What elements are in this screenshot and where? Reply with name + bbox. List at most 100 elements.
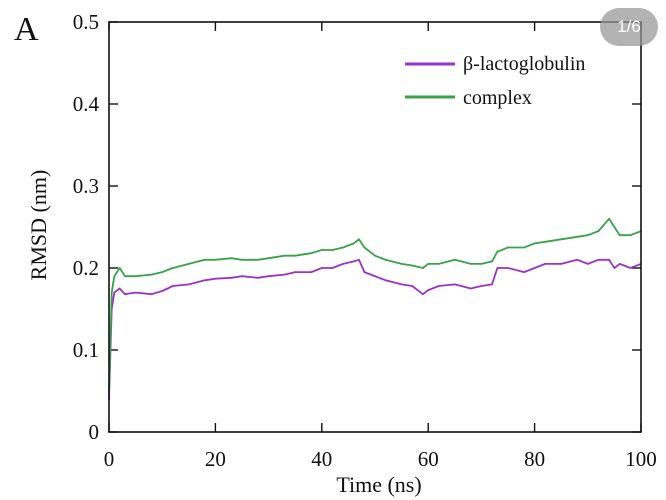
data-point-complex xyxy=(421,267,424,269)
data-point-complex xyxy=(491,260,493,263)
data-point-beta-lactoglobulin xyxy=(118,287,121,290)
data-point-beta-lactoglobulin xyxy=(507,267,509,269)
data-point-beta-lactoglobulin xyxy=(171,285,174,287)
data-point-beta-lactoglobulin xyxy=(586,263,589,265)
y-tick-label: 0.1 xyxy=(73,338,99,362)
data-point-beta-lactoglobulin xyxy=(576,258,579,261)
data-point-beta-lactoglobulin xyxy=(491,283,493,286)
data-point-complex xyxy=(320,249,323,251)
data-point-beta-lactoglobulin xyxy=(469,287,472,290)
data-point-complex xyxy=(411,264,414,267)
data-point-complex xyxy=(150,273,153,276)
data-point-beta-lactoglobulin xyxy=(533,267,536,269)
data-point-complex xyxy=(507,246,509,249)
data-point-complex xyxy=(469,263,472,265)
data-point-complex xyxy=(544,240,547,243)
data-point-complex xyxy=(257,258,259,261)
y-tick-label: 0.4 xyxy=(73,92,100,116)
plot-frame xyxy=(108,21,642,433)
data-point-complex xyxy=(267,257,270,260)
data-point-complex xyxy=(363,246,366,249)
data-point-complex xyxy=(427,263,430,265)
data-point-complex xyxy=(608,217,610,220)
data-point-complex xyxy=(203,258,206,261)
data-point-beta-lactoglobulin xyxy=(523,271,525,273)
legend: β-lactoglobulin complex xyxy=(405,53,585,109)
data-point-beta-lactoglobulin xyxy=(203,279,206,282)
data-point-beta-lactoglobulin xyxy=(342,263,344,265)
data-point-complex xyxy=(374,254,376,257)
panel-label: A xyxy=(14,11,39,48)
data-point-complex xyxy=(560,238,563,241)
y-tick-label: 0.2 xyxy=(73,256,99,280)
plot-series xyxy=(108,217,642,401)
data-point-beta-lactoglobulin xyxy=(363,271,366,273)
data-point-complex xyxy=(352,242,355,245)
data-point-complex xyxy=(586,234,589,237)
data-point-beta-lactoglobulin xyxy=(124,293,126,296)
data-point-complex xyxy=(331,249,334,251)
data-point-complex xyxy=(480,263,483,265)
data-point-complex xyxy=(384,258,387,261)
data-point-beta-lactoglobulin xyxy=(267,275,270,278)
data-point-complex xyxy=(437,263,440,265)
x-axis-label: Time (ns) xyxy=(336,472,421,497)
data-point-beta-lactoglobulin xyxy=(214,277,217,280)
x-tick-label: 60 xyxy=(418,447,439,471)
data-point-beta-lactoglobulin xyxy=(384,279,387,282)
axis-ticks: 0 20 40 60 80 100 0 0.1 0.2 0.3 0.4 0.5 xyxy=(73,10,657,471)
x-tick-label: 80 xyxy=(524,447,545,471)
data-point-complex xyxy=(358,238,360,241)
data-point-beta-lactoglobulin xyxy=(187,283,190,286)
legend-label-beta-lactoglobulin: β-lactoglobulin xyxy=(463,53,585,75)
data-point-beta-lactoglobulin xyxy=(613,267,616,269)
data-point-beta-lactoglobulin xyxy=(310,271,313,273)
data-point-complex xyxy=(241,258,243,261)
data-point-beta-lactoglobulin xyxy=(161,290,164,292)
data-point-beta-lactoglobulin xyxy=(400,283,403,286)
data-point-beta-lactoglobulin xyxy=(608,258,610,261)
data-point-beta-lactoglobulin xyxy=(113,291,116,294)
data-point-beta-lactoglobulin xyxy=(411,285,414,287)
data-point-beta-lactoglobulin xyxy=(453,283,456,286)
data-point-beta-lactoglobulin xyxy=(150,293,153,296)
series-line-beta-lactoglobulin xyxy=(108,258,642,400)
data-point-complex xyxy=(171,267,174,269)
data-point-beta-lactoglobulin xyxy=(597,258,600,261)
data-point-beta-lactoglobulin xyxy=(544,263,547,265)
data-point-complex xyxy=(134,275,137,278)
data-point-complex xyxy=(533,242,536,245)
data-point-beta-lactoglobulin xyxy=(294,271,297,273)
y-tick-label: 0.3 xyxy=(73,174,99,198)
data-point-complex xyxy=(400,263,403,265)
data-point-complex xyxy=(294,254,297,257)
data-point-complex xyxy=(283,254,286,257)
data-point-complex xyxy=(161,271,164,273)
legend-label-complex: complex xyxy=(463,87,532,109)
data-point-complex xyxy=(613,226,616,228)
data-point-complex xyxy=(187,263,190,265)
data-point-complex xyxy=(342,246,344,249)
page-indicator-badge[interactable]: 1/6 xyxy=(600,8,658,46)
y-tick-label: 0.5 xyxy=(73,10,99,34)
data-point-beta-lactoglobulin xyxy=(331,267,334,269)
data-point-complex xyxy=(453,258,456,261)
data-point-beta-lactoglobulin xyxy=(374,275,376,278)
data-point-complex xyxy=(629,234,632,237)
data-point-beta-lactoglobulin xyxy=(358,258,360,261)
data-point-complex xyxy=(576,235,579,238)
data-point-beta-lactoglobulin xyxy=(230,276,233,279)
data-point-beta-lactoglobulin xyxy=(283,273,286,276)
data-point-complex xyxy=(118,267,121,269)
data-point-complex xyxy=(523,246,525,249)
data-point-complex xyxy=(110,291,113,294)
data-point-complex xyxy=(618,234,621,237)
data-point-beta-lactoglobulin xyxy=(320,267,323,269)
data-point-beta-lactoglobulin xyxy=(352,260,355,263)
data-point-beta-lactoglobulin xyxy=(480,285,483,287)
data-point-beta-lactoglobulin xyxy=(437,285,440,287)
data-point-complex xyxy=(230,257,233,260)
data-point-beta-lactoglobulin xyxy=(421,293,424,296)
data-point-beta-lactoglobulin xyxy=(496,267,499,269)
